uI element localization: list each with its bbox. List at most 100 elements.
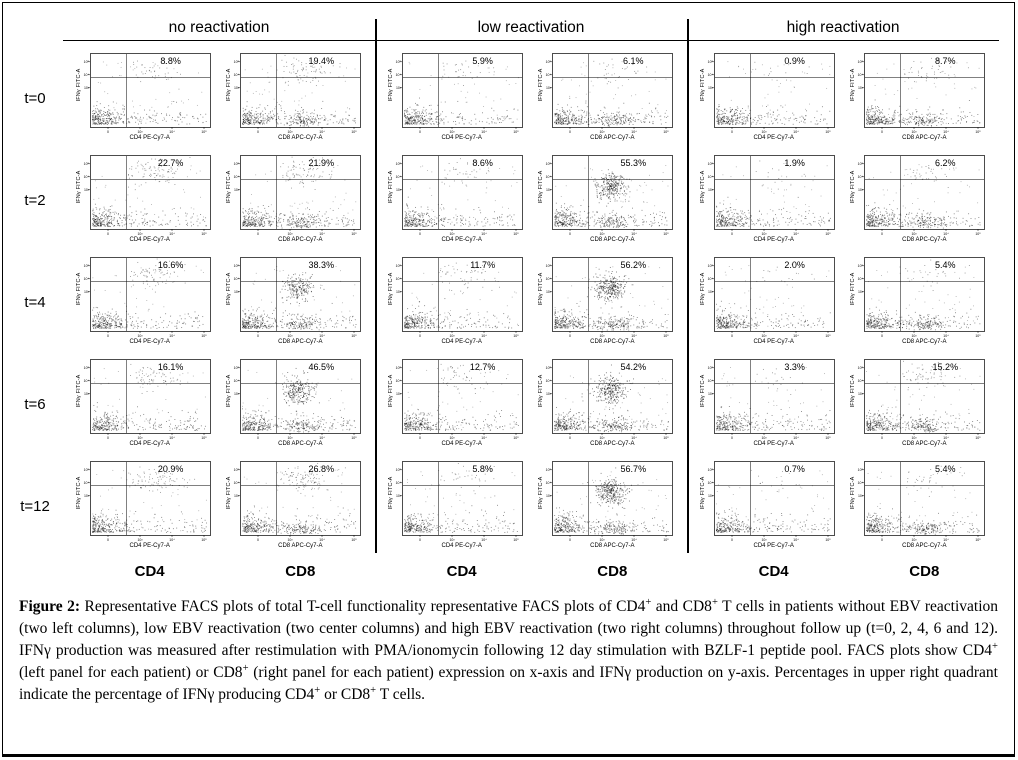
y-axis-label: IFNγ FITC-A [850, 272, 857, 306]
y-axis-label: IFNγ FITC-A [387, 374, 394, 408]
caption-segment: T cells in patients without EBV reactiva… [19, 598, 998, 659]
facs-scatter-canvas [697, 254, 838, 350]
facs-plot: IFNγ FITC-A CD4 PE-Cy7-A 8.6% [385, 152, 526, 248]
quadrant-percentage: 21.9% [308, 158, 335, 168]
facs-scatter-canvas [385, 50, 526, 146]
x-axis-label: CD4 PE-Cy7-A [753, 135, 794, 141]
x-axis-label: CD8 APC-Cy7-A [590, 135, 635, 141]
footer-group: CD4 CD8 [687, 563, 999, 580]
caption-segment: + [645, 596, 652, 608]
facs-plot: IFNγ FITC-A CD8 APC-Cy7-A 21.9% [224, 152, 365, 248]
x-axis-label: CD4 PE-Cy7-A [129, 237, 170, 243]
facs-scatter-canvas [385, 152, 526, 248]
quadrant-percentage: 8.8% [160, 56, 181, 66]
facs-plot: IFNγ FITC-A CD8 APC-Cy7-A 8.7% [848, 50, 989, 146]
facs-group: IFNγ FITC-A CD4 PE-Cy7-A 12.7% IFNγ FITC-A C… [375, 356, 687, 452]
facs-scatter-canvas [848, 152, 989, 248]
timepoint-label: t=4 [24, 293, 46, 311]
x-axis-label: CD4 PE-Cy7-A [129, 441, 170, 447]
facs-group: IFNγ FITC-A CD4 PE-Cy7-A 16.6% IFNγ FITC-A C… [63, 254, 375, 350]
y-axis-label: IFNγ FITC-A [850, 68, 857, 102]
quadrant-percentage: 16.1% [157, 362, 184, 372]
facs-scatter-canvas [73, 152, 214, 248]
y-axis-label: IFNγ FITC-A [850, 374, 857, 408]
x-axis-label: CD4 PE-Cy7-A [753, 543, 794, 549]
quadrant-percentage: 19.4% [308, 56, 335, 66]
quadrant-percentage: 0.7% [784, 464, 805, 474]
x-axis-label: CD4 PE-Cy7-A [129, 339, 170, 345]
facs-row: t=2 IFNγ FITC-A CD4 PE-Cy7-A 22.7% IFNγ FITC… [7, 149, 1014, 251]
facs-plot: IFNγ FITC-A CD8 APC-Cy7-A 38.3% [224, 254, 365, 350]
quadrant-percentage: 12.7% [469, 362, 496, 372]
facs-plot: IFNγ FITC-A CD4 PE-Cy7-A 11.7% [385, 254, 526, 350]
facs-scatter-canvas [224, 50, 365, 146]
x-axis-label: CD4 PE-Cy7-A [441, 339, 482, 345]
quadrant-percentage: 16.6% [157, 260, 184, 270]
caption-segment: T cells. [376, 686, 426, 703]
header-spacer [7, 19, 63, 41]
caption-segment: + [370, 684, 377, 696]
facs-scatter-canvas [697, 458, 838, 554]
footer-group: CD4 CD8 [63, 563, 375, 580]
facs-scatter-canvas [385, 458, 526, 554]
x-axis-label: CD8 APC-Cy7-A [902, 339, 947, 345]
facs-plot: IFNγ FITC-A CD4 PE-Cy7-A 0.9% [697, 50, 838, 146]
column-label: CD8 [285, 563, 316, 580]
timepoint-label: t=12 [20, 497, 50, 515]
y-axis-label: IFNγ FITC-A [538, 68, 545, 102]
caption-segment: + [314, 684, 321, 696]
y-axis-label: IFNγ FITC-A [538, 272, 545, 306]
quadrant-percentage: 3.3% [784, 362, 805, 372]
facs-scatter-canvas [536, 254, 677, 350]
quadrant-percentage: 56.2% [620, 260, 647, 270]
quadrant-percentage: 5.4% [935, 464, 956, 474]
timepoint-label: t=0 [24, 89, 46, 107]
quadrant-percentage: 11.7% [470, 260, 496, 270]
y-axis-label: IFNγ FITC-A [538, 374, 545, 408]
facs-group: IFNγ FITC-A CD4 PE-Cy7-A 0.7% IFNγ FITC-A CD… [687, 458, 999, 554]
group-divider [687, 19, 689, 553]
x-axis-label: CD8 APC-Cy7-A [278, 339, 323, 345]
facs-row: t=4 IFNγ FITC-A CD4 PE-Cy7-A 16.6% IFNγ FITC… [7, 251, 1014, 353]
facs-scatter-canvas [536, 152, 677, 248]
facs-scatter-canvas [73, 458, 214, 554]
facs-scatter-canvas [224, 356, 365, 452]
column-label-row: CD4 CD8 CD4 CD8 CD4 CD8 [7, 563, 1014, 580]
facs-group: IFNγ FITC-A CD4 PE-Cy7-A 8.8% IFNγ FITC-A CD… [63, 50, 375, 146]
facs-scatter-canvas [697, 356, 838, 452]
y-axis-label: IFNγ FITC-A [226, 374, 233, 408]
x-axis-label: CD8 APC-Cy7-A [278, 237, 323, 243]
x-axis-label: CD4 PE-Cy7-A [441, 441, 482, 447]
y-axis-label: IFNγ FITC-A [538, 170, 545, 204]
facs-group: IFNγ FITC-A CD4 PE-Cy7-A 22.7% IFNγ FITC-A C… [63, 152, 375, 248]
caption-segment: or CD8 [320, 686, 371, 703]
y-axis-label: IFNγ FITC-A [387, 68, 394, 102]
quadrant-percentage: 55.3% [620, 158, 647, 168]
y-axis-label: IFNγ FITC-A [699, 68, 706, 102]
facs-scatter-canvas [536, 458, 677, 554]
quadrant-percentage: 1.9% [784, 158, 805, 168]
facs-scatter-canvas [385, 356, 526, 452]
facs-row: t=0 IFNγ FITC-A CD4 PE-Cy7-A 8.8% IFNγ FITC-… [7, 47, 1014, 149]
x-axis-label: CD8 APC-Cy7-A [590, 339, 635, 345]
quadrant-percentage: 8.6% [472, 158, 493, 168]
caption-segment: (left panel for each patient) or CD8 [19, 664, 243, 681]
facs-plot: IFNγ FITC-A CD4 PE-Cy7-A 5.8% [385, 458, 526, 554]
quadrant-percentage: 54.2% [620, 362, 647, 372]
x-axis-label: CD4 PE-Cy7-A [753, 237, 794, 243]
y-axis-label: IFNγ FITC-A [387, 476, 394, 510]
group-header-low-reactivation: low reactivation [375, 19, 687, 41]
facs-scatter-canvas [385, 254, 526, 350]
y-axis-label: IFNγ FITC-A [699, 272, 706, 306]
x-axis-label: CD8 APC-Cy7-A [590, 237, 635, 243]
y-axis-label: IFNγ FITC-A [75, 170, 82, 204]
y-axis-label: IFNγ FITC-A [226, 476, 233, 510]
facs-plot: IFNγ FITC-A CD4 PE-Cy7-A 1.9% [697, 152, 838, 248]
caption-segment: (right panel for each patient) expressio… [19, 664, 998, 703]
x-axis-label: CD8 APC-Cy7-A [902, 543, 947, 549]
facs-plot: IFNγ FITC-A CD8 APC-Cy7-A 26.8% [224, 458, 365, 554]
caption-segment: and CD8 [651, 598, 712, 615]
facs-scatter-canvas [697, 152, 838, 248]
facs-plot: IFNγ FITC-A CD4 PE-Cy7-A 2.0% [697, 254, 838, 350]
